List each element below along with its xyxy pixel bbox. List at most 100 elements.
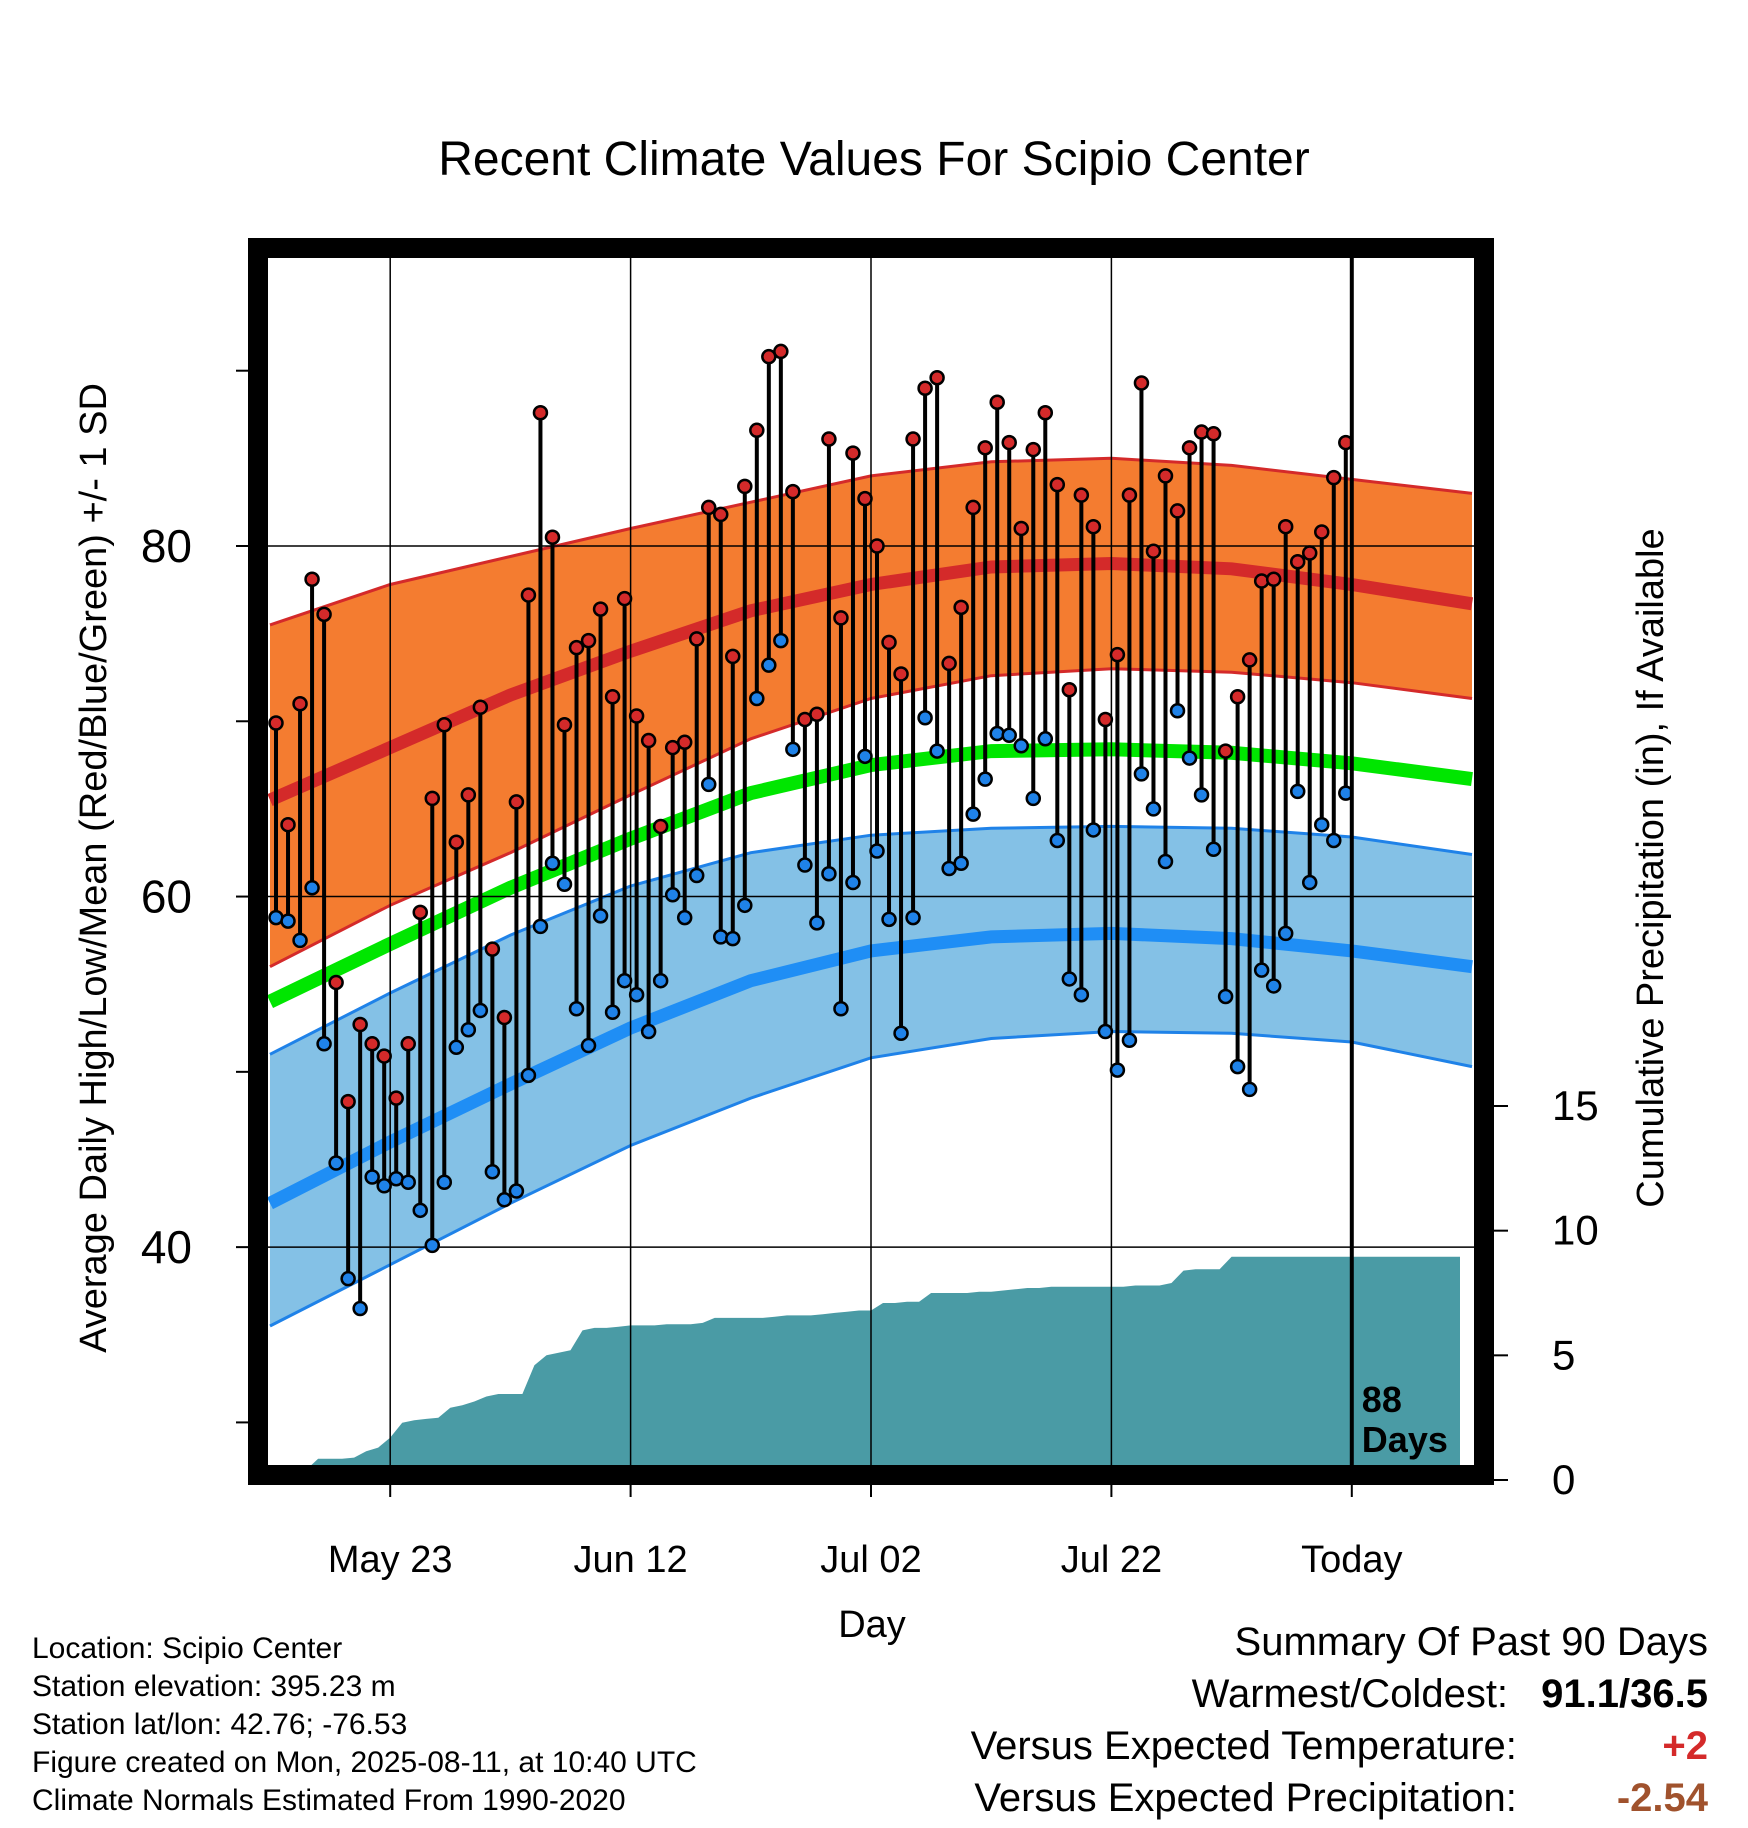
high-point [568,639,585,656]
high-point [496,1009,513,1026]
low-point [628,986,645,1003]
info-normals: Climate Normals Estimated From 1990-2020 [32,1784,626,1817]
low-point [833,1000,849,1017]
low-point [1061,971,1078,987]
low-point [292,932,308,949]
high-point [640,732,657,749]
low-point [352,1300,368,1317]
low-point [664,887,681,903]
high-point [1133,375,1150,391]
high-point [833,610,849,626]
low-point [953,855,969,872]
high-point [1289,554,1306,570]
low-point [1157,853,1174,870]
low-point [749,690,765,707]
high-point [725,648,741,665]
warm-cold-label: Warmest/Coldest: [1191,1672,1509,1716]
high-point [400,1036,416,1052]
low-point [1013,738,1029,754]
high-point [364,1036,380,1052]
low-point [568,1000,585,1017]
plot-frame [248,238,1494,1485]
low-point [460,1022,477,1038]
low-point [929,743,945,759]
high-point [304,571,320,588]
low-point [448,1039,465,1056]
high-point [280,816,296,833]
low-point [304,880,320,896]
low-point [544,855,561,872]
low-point [1265,978,1282,994]
high-point [340,1093,356,1110]
chart-title: Recent Climate Values For Scipio Center [438,133,1309,186]
low-point [700,776,717,793]
high-point [424,790,441,807]
summary-precip: Versus Expected Precipitation: -2.54 [974,1776,1708,1821]
low-point [797,857,813,873]
low-point [328,1155,344,1171]
high-point [484,941,501,957]
high-point [1025,441,1042,458]
low-point [977,771,993,787]
low-point [1314,816,1330,833]
high-point [773,343,789,360]
high-point [292,695,308,712]
low-point [893,1025,909,1042]
today-days-count: 88 [1362,1379,1402,1420]
high-point [1301,545,1318,561]
high-point [1121,487,1138,503]
x-tick-label: Today [1301,1539,1402,1581]
summary-temp: Versus Expected Temperature: +2 [971,1724,1708,1769]
low-point [725,930,741,947]
high-point [749,422,765,439]
low-point [737,897,753,914]
low-point [1133,766,1150,782]
low-point [905,909,921,926]
low-point [1073,986,1090,1003]
temp-value: +2 [1662,1724,1708,1768]
high-point [556,717,573,733]
low-point [472,1002,489,1019]
info-latlon: Station lat/lon: 42.76; -76.53 [32,1708,408,1741]
high-point [1229,688,1246,705]
high-point [532,405,549,421]
high-point [1097,711,1114,728]
low-point [1097,1023,1114,1040]
high-point [1001,434,1017,451]
low-point [1109,1062,1126,1078]
low-point [424,1237,441,1254]
summary-warm-cold: Warmest/Coldest: 91.1/36.5 [1192,1672,1708,1717]
low-point [881,911,897,928]
low-point [785,741,801,758]
high-point [460,787,477,803]
y2-tick-label: 0 [1552,1456,1575,1503]
high-point [604,688,621,705]
info-location: Location: Scipio Center [32,1632,343,1665]
high-point [616,590,633,607]
low-point [364,1169,380,1185]
low-point [1037,731,1054,747]
high-point [917,380,933,396]
high-point [905,431,921,447]
high-point [472,699,489,715]
high-point [1326,469,1342,486]
low-point [280,913,296,929]
x-axis-label: Day [838,1604,906,1646]
low-point [580,1037,597,1054]
high-point [821,431,837,447]
x-tick-label: Jul 02 [820,1539,921,1581]
low-point [1085,822,1102,838]
high-point [1109,646,1126,663]
low-point [604,1004,621,1020]
x-tick-label: Jun 12 [574,1539,688,1581]
low-point [1217,988,1234,1005]
low-point [1025,790,1042,807]
low-point [640,1023,657,1040]
high-point [268,715,284,731]
high-point [929,369,945,386]
low-point [412,1202,428,1219]
low-point [436,1174,453,1191]
axes: May 23 Jun 12 Jul 02 Jul 22 Today 40 60 80 0 5 10 1… [141,238,1599,1581]
